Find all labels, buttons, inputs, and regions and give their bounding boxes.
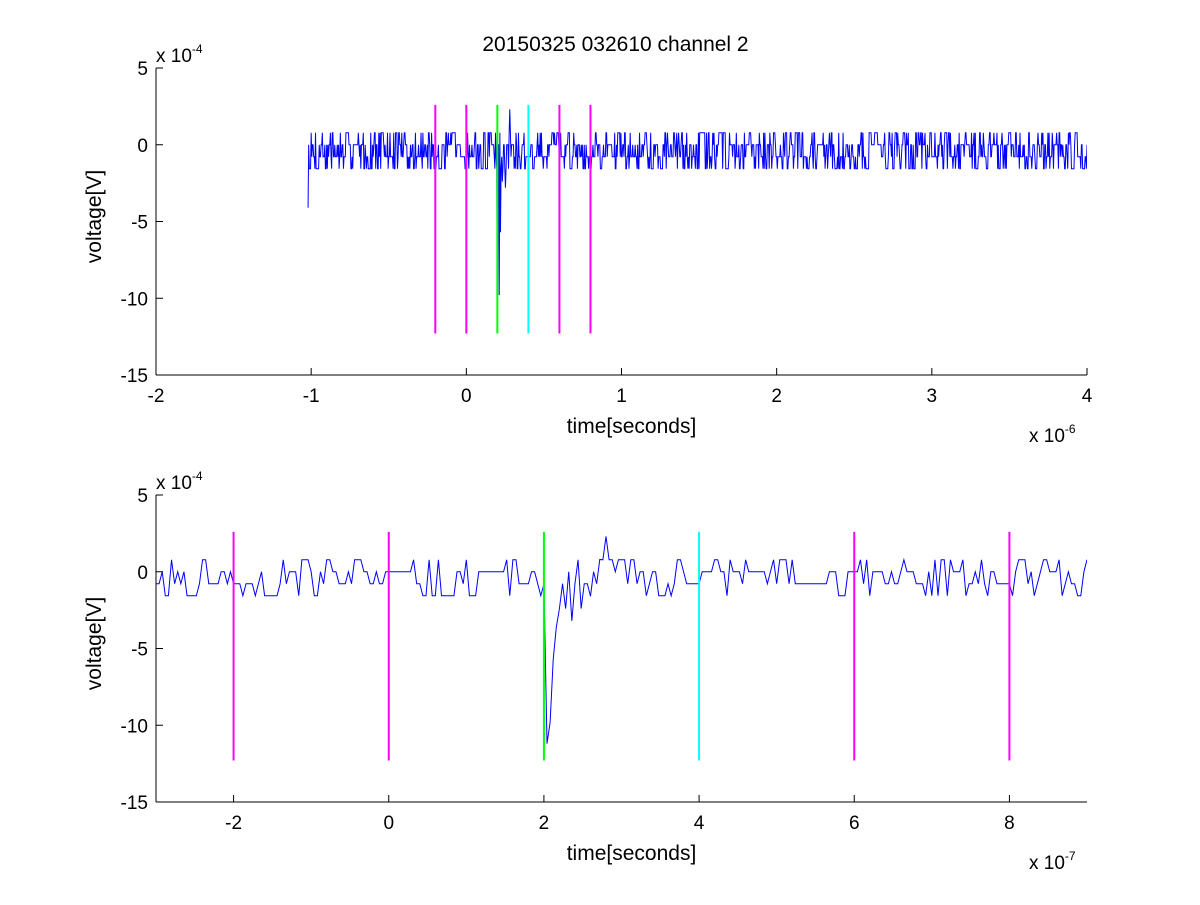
- y-axis-label: voltage[V]: [83, 170, 106, 263]
- voltage-trace: [307, 109, 1087, 317]
- y-tick-label: -10: [121, 289, 148, 310]
- x-axis-label: time[seconds]: [567, 842, 697, 865]
- x-tick-label: 1: [616, 386, 627, 407]
- y-multiplier-exponent: -4: [192, 469, 203, 483]
- bottom-plot: -2 0 2 4 6 8 5 0 -5 -10 -15 time[seconds] voltage[V]…: [83, 469, 1087, 874]
- x-tick-label: 0: [383, 813, 394, 834]
- x-multiplier: x 10-6: [1029, 422, 1076, 447]
- x-tick-label: -2: [225, 813, 242, 834]
- x-tick-label: 2: [539, 813, 550, 834]
- x-tick-label: 2: [771, 386, 782, 407]
- x-tick-label: -2: [148, 386, 165, 407]
- y-tick-label: -5: [131, 213, 148, 234]
- voltage-trace: [156, 536, 1087, 744]
- y-tick-label: 0: [137, 563, 148, 584]
- y-multiplier: x 10-4: [156, 42, 203, 67]
- x-multiplier-exponent: -6: [1065, 422, 1076, 436]
- x-tick-label: 4: [694, 813, 705, 834]
- x-tick-label: -1: [303, 386, 320, 407]
- x-tick-label: 8: [1004, 813, 1015, 834]
- top-plot: -2 -1 0 1 2 3 450-5-10-15time[seconds]voltage[…: [83, 33, 1093, 447]
- x-multiplier-exponent: -7: [1065, 849, 1076, 863]
- y-tick-label: 0: [137, 136, 148, 157]
- x-tick-label: 3: [927, 386, 938, 407]
- y-tick-label: 5: [137, 59, 148, 80]
- y-tick-label: -15: [121, 793, 148, 814]
- y-tick-label: -10: [121, 716, 148, 737]
- x-tick-label: 0: [461, 386, 472, 407]
- y-tick-label: -15: [121, 366, 148, 387]
- x-multiplier: x 10-7: [1029, 849, 1076, 874]
- chart-title: 20150325 032610 channel 2: [482, 33, 748, 56]
- y-multiplier: x 10-4: [156, 469, 203, 494]
- x-tick-label: 6: [849, 813, 860, 834]
- x-axis-label: time[seconds]: [567, 415, 697, 438]
- y-tick-label: -5: [131, 640, 148, 661]
- y-axis-label: voltage[V]: [83, 597, 106, 690]
- y-tick-label: 5: [137, 486, 148, 507]
- x-tick-label: 4: [1082, 386, 1093, 407]
- y-multiplier-exponent: -4: [192, 42, 203, 56]
